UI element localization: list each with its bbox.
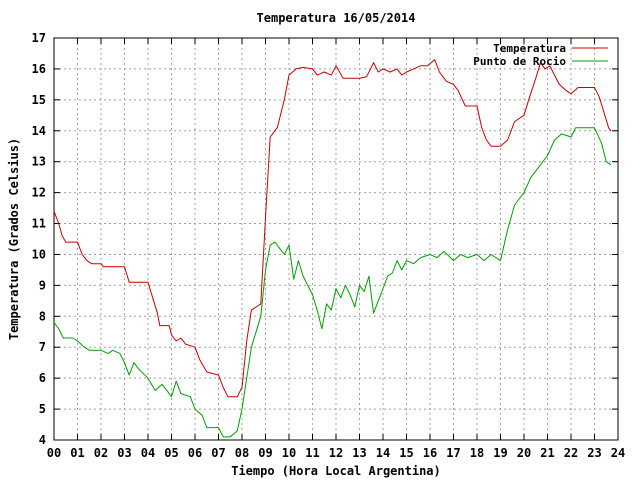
y-tick-label-8: 8 — [39, 309, 46, 323]
x-tick-label-03: 03 — [117, 446, 131, 460]
x-tick-label-14: 14 — [376, 446, 390, 460]
y-tick-label-17: 17 — [32, 31, 46, 45]
x-tick-label-21: 21 — [540, 446, 554, 460]
y-tick-label-16: 16 — [32, 62, 46, 76]
x-tick-label-01: 01 — [70, 446, 84, 460]
x-tick-label-16: 16 — [423, 446, 437, 460]
y-tick-label-9: 9 — [39, 278, 46, 292]
y-tick-label-6: 6 — [39, 371, 46, 385]
y-tick-label-5: 5 — [39, 402, 46, 416]
y-axis-title: Temperatura (Grados Celsius) — [7, 138, 21, 340]
x-tick-label-04: 04 — [141, 446, 155, 460]
x-tick-label-22: 22 — [564, 446, 578, 460]
x-tick-label-19: 19 — [493, 446, 507, 460]
chart-title: Temperatura 16/05/2014 — [257, 11, 416, 25]
series-lines — [53, 59, 612, 438]
x-tick-label-11: 11 — [305, 446, 319, 460]
x-tick-label-18: 18 — [470, 446, 484, 460]
series-line-temperatura — [53, 59, 612, 398]
y-tick-label-4: 4 — [39, 433, 46, 447]
series-line-punto-de-rocio — [53, 127, 612, 438]
y-tick-label-7: 7 — [39, 340, 46, 354]
x-tick-label-10: 10 — [282, 446, 296, 460]
x-tick-label-12: 12 — [329, 446, 343, 460]
x-tick-label-00: 00 — [47, 446, 61, 460]
x-tick-label-07: 07 — [211, 446, 225, 460]
x-tick-label-15: 15 — [399, 446, 413, 460]
y-tick-label-12: 12 — [32, 186, 46, 200]
y-tick-label-13: 13 — [32, 155, 46, 169]
x-tick-label-06: 06 — [188, 446, 202, 460]
x-tick-label-23: 23 — [587, 446, 601, 460]
y-tick-label-11: 11 — [32, 217, 46, 231]
grid-lines — [54, 38, 618, 440]
legend: Temperatura Punto de Rocio — [473, 42, 608, 68]
x-tick-label-13: 13 — [352, 446, 366, 460]
x-tick-label-17: 17 — [446, 446, 460, 460]
y-tick-label-14: 14 — [32, 124, 46, 138]
legend-label-punto-de-rocio: Punto de Rocio — [473, 55, 566, 68]
x-tick-label-02: 02 — [94, 446, 108, 460]
x-tick-label-09: 09 — [258, 446, 272, 460]
x-axis-title: Tiempo (Hora Local Argentina) — [231, 464, 441, 478]
x-tick-label-05: 05 — [164, 446, 178, 460]
x-tick-label-08: 08 — [235, 446, 249, 460]
x-tick-label-20: 20 — [517, 446, 531, 460]
y-tick-label-10: 10 — [32, 247, 46, 261]
axis-ticks: 00 01 02 03 04 05 06 07 08 09 10 11 12 13 14 15 16 17 18 19… — [32, 31, 626, 460]
x-tick-label-24: 24 — [611, 446, 625, 460]
legend-label-temperatura: Temperatura — [493, 42, 566, 55]
y-tick-label-15: 15 — [32, 93, 46, 107]
